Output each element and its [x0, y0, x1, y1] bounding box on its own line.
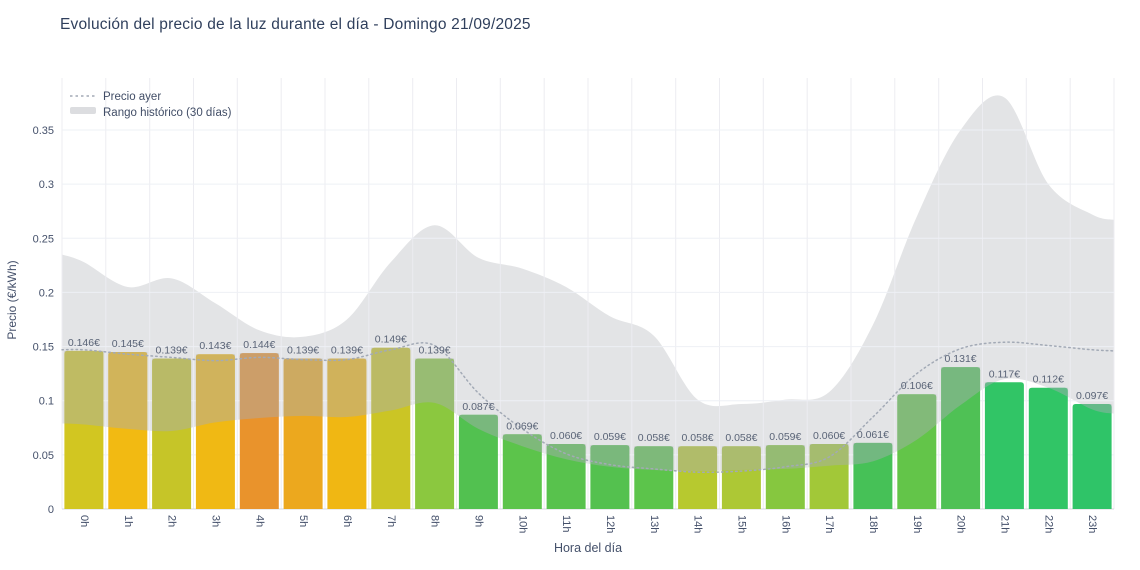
chart-title: Evolución del precio de la luz durante e… [60, 16, 531, 33]
bar-value-label: 0.061€ [857, 429, 889, 441]
bar-value-label: 0.058€ [682, 432, 714, 444]
bar-13h[interactable] [634, 446, 674, 509]
legend: Precio ayer Rango histórico (30 días) [70, 91, 232, 119]
bar-21h[interactable] [984, 382, 1024, 509]
bar-0h[interactable] [64, 350, 104, 509]
bar-23h[interactable] [1072, 404, 1112, 509]
x-tick-label: 1h [122, 515, 134, 527]
y-tick-label: 0.3 [39, 179, 54, 191]
x-tick-label: 5h [297, 515, 309, 527]
bar-value-label: 0.144€ [243, 339, 275, 351]
x-tick-label: 12h [604, 515, 616, 533]
y-tick-label: 0.25 [33, 233, 54, 245]
bar-value-label: 0.139€ [331, 345, 363, 357]
bar-value-label: 0.139€ [287, 345, 319, 357]
bar-value-label: 0.139€ [156, 345, 188, 357]
bar-value-label: 0.058€ [638, 432, 670, 444]
x-tick-label: 21h [998, 515, 1010, 533]
price-bars [64, 347, 1112, 510]
y-tick-label: 0.2 [39, 287, 54, 299]
y-tick-label: 0 [48, 504, 54, 516]
bar-value-label: 0.059€ [769, 431, 801, 443]
x-tick-label: 0h [78, 515, 90, 527]
bar-4h[interactable] [239, 353, 279, 509]
bar-19h[interactable] [897, 394, 937, 509]
x-tick-label: 8h [429, 515, 441, 527]
gridlines [61, 78, 1115, 509]
bar-17h[interactable] [809, 444, 849, 509]
bar-2h[interactable] [152, 358, 192, 510]
x-axis-title: Hora del día [554, 541, 622, 555]
bar-5h[interactable] [283, 358, 323, 510]
bar-value-label: 0.146€ [68, 337, 100, 349]
x-tick-label: 9h [472, 515, 484, 527]
bar-value-label: 0.097€ [1076, 390, 1108, 402]
bar-16h[interactable] [765, 445, 805, 509]
bar-20h[interactable] [941, 367, 981, 509]
x-axis-tick-labels: 0h 1h 2h 3h 4h 5h 6h 7h 8h 9h 10h 11h 12h 13h 14h 15h 16… [78, 515, 1098, 533]
x-tick-label: 6h [341, 515, 353, 527]
bar-value-label: 0.059€ [594, 431, 626, 443]
legend-label: Rango histórico (30 días) [103, 107, 232, 119]
x-tick-label: 4h [253, 515, 265, 527]
y-tick-label: 0.35 [33, 125, 54, 137]
legend-label: Precio ayer [103, 91, 161, 103]
legend-item-precio-ayer[interactable]: Precio ayer [70, 91, 161, 103]
x-tick-label: 2h [166, 515, 178, 527]
y-tick-label: 0.1 [39, 396, 54, 408]
bar-18h[interactable] [853, 442, 893, 509]
y-axis-title: Precio (€/kWh) [5, 260, 19, 339]
x-tick-label: 14h [692, 515, 704, 533]
bar-value-label: 0.087€ [462, 401, 494, 413]
bar-value-label: 0.069€ [506, 420, 538, 432]
bar-value-label: 0.149€ [375, 334, 407, 346]
bar-6h[interactable] [327, 358, 367, 510]
y-tick-label: 0.05 [33, 450, 54, 462]
legend-item-rango-historico[interactable]: Rango histórico (30 días) [70, 107, 232, 119]
x-tick-label: 22h [1042, 515, 1054, 533]
bar-7h[interactable] [371, 347, 411, 509]
x-tick-label: 10h [516, 515, 528, 533]
bar-value-label: 0.143€ [199, 340, 231, 352]
x-tick-label: 20h [955, 515, 967, 533]
bar-14h[interactable] [678, 446, 718, 509]
bar-value-label: 0.117€ [989, 368, 1020, 380]
bar-value-label: 0.112€ [1033, 374, 1064, 386]
bar-12h[interactable] [590, 445, 630, 509]
x-tick-label: 23h [1086, 515, 1098, 533]
bar-9h[interactable] [458, 414, 498, 509]
y-tick-label: 0.15 [33, 342, 54, 354]
bar-value-label: 0.060€ [550, 430, 582, 442]
x-tick-label: 19h [911, 515, 923, 533]
bar-22h[interactable] [1028, 387, 1068, 509]
bar-value-label: 0.139€ [419, 345, 451, 357]
x-tick-label: 3h [209, 515, 221, 527]
bar-10h[interactable] [502, 434, 542, 509]
bar-3h[interactable] [195, 354, 235, 509]
bar-value-labels: 0.146€ 0.145€ 0.139€ 0.143€ 0.144€ 0.139€ 0.13… [68, 334, 1108, 445]
band-swatch-icon [70, 107, 96, 114]
x-tick-label: 7h [385, 515, 397, 527]
bar-11h[interactable] [546, 444, 586, 509]
x-tick-label: 11h [560, 515, 572, 533]
x-tick-label: 16h [779, 515, 791, 533]
x-tick-label: 13h [648, 515, 660, 533]
x-tick-label: 15h [735, 515, 747, 533]
x-tick-label: 17h [823, 515, 835, 533]
bar-1h[interactable] [108, 352, 148, 509]
bar-value-label: 0.060€ [813, 430, 845, 442]
bar-15h[interactable] [721, 446, 761, 509]
bar-value-label: 0.131€ [945, 353, 977, 365]
x-tick-label: 18h [867, 515, 879, 533]
bar-value-label: 0.058€ [725, 432, 757, 444]
bar-8h[interactable] [415, 358, 455, 510]
bar-value-label: 0.145€ [112, 338, 144, 350]
bar-value-label: 0.106€ [901, 380, 933, 392]
y-axis-tick-labels: 0 0.05 0.1 0.15 0.2 0.25 0.3 0.35 [33, 125, 54, 516]
